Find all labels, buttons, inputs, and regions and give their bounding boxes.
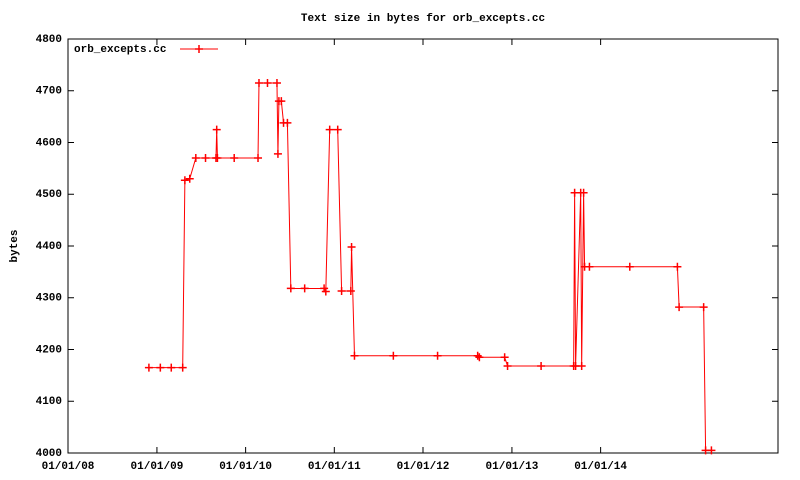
- point-marker: [230, 154, 239, 163]
- point-marker: [346, 287, 355, 296]
- x-tick-label: 01/01/08: [42, 461, 95, 473]
- point-marker: [325, 125, 334, 134]
- point-marker: [144, 363, 153, 372]
- point-marker: [579, 188, 588, 197]
- point-marker: [503, 362, 512, 371]
- y-tick-label: 4500: [36, 189, 62, 201]
- point-marker: [254, 78, 263, 87]
- chart-title: Text size in bytes for orb_excepts.cc: [301, 13, 545, 25]
- x-tick-label: 01/01/10: [219, 461, 272, 473]
- legend-label: orb_excepts.cc: [74, 44, 166, 56]
- y-tick-label: 4100: [36, 396, 62, 408]
- point-marker: [321, 287, 330, 296]
- point-marker: [286, 284, 295, 293]
- y-tick-label: 4700: [36, 86, 62, 98]
- x-tick-label: 01/01/11: [308, 461, 361, 473]
- y-tick-label: 4800: [36, 34, 62, 46]
- point-marker: [283, 118, 292, 127]
- point-marker: [201, 154, 210, 163]
- point-marker: [537, 362, 546, 371]
- point-marker: [585, 262, 594, 271]
- y-tick-label: 4200: [36, 344, 62, 356]
- point-marker: [433, 351, 442, 360]
- point-marker: [699, 303, 708, 312]
- point-marker: [475, 353, 484, 362]
- point-marker: [577, 362, 586, 371]
- y-tick-label: 4000: [36, 448, 62, 460]
- point-marker: [300, 284, 309, 293]
- point-marker: [180, 176, 189, 185]
- point-marker: [389, 351, 398, 360]
- y-tick-label: 4400: [36, 241, 62, 253]
- point-marker: [263, 78, 272, 87]
- y-tick-label: 4300: [36, 293, 62, 305]
- point-marker: [333, 125, 342, 134]
- x-tick-label: 01/01/09: [131, 461, 184, 473]
- x-tick-label: 01/01/14: [574, 461, 627, 473]
- point-marker: [625, 262, 634, 271]
- point-marker: [178, 363, 187, 372]
- point-marker: [167, 363, 176, 372]
- point-marker: [500, 353, 509, 362]
- point-marker: [213, 154, 222, 163]
- point-marker: [273, 149, 282, 158]
- point-marker: [337, 287, 346, 296]
- y-tick-label: 4600: [36, 137, 62, 149]
- point-marker: [707, 446, 716, 455]
- legend-marker: [195, 45, 203, 53]
- x-tick-label: 01/01/13: [486, 461, 539, 473]
- y-axis-label: bytes: [9, 229, 21, 262]
- point-marker: [212, 125, 221, 134]
- point-marker: [473, 351, 482, 360]
- point-marker: [254, 154, 263, 163]
- point-marker: [272, 78, 281, 87]
- point-marker: [185, 174, 194, 183]
- point-marker: [156, 363, 165, 372]
- point-marker: [277, 97, 286, 106]
- point-marker: [350, 351, 359, 360]
- point-marker: [191, 154, 200, 163]
- point-marker: [673, 262, 682, 271]
- series-line: [148, 82, 712, 451]
- x-tick-label: 01/01/12: [397, 461, 450, 473]
- point-marker: [347, 243, 356, 252]
- point-marker: [675, 303, 684, 312]
